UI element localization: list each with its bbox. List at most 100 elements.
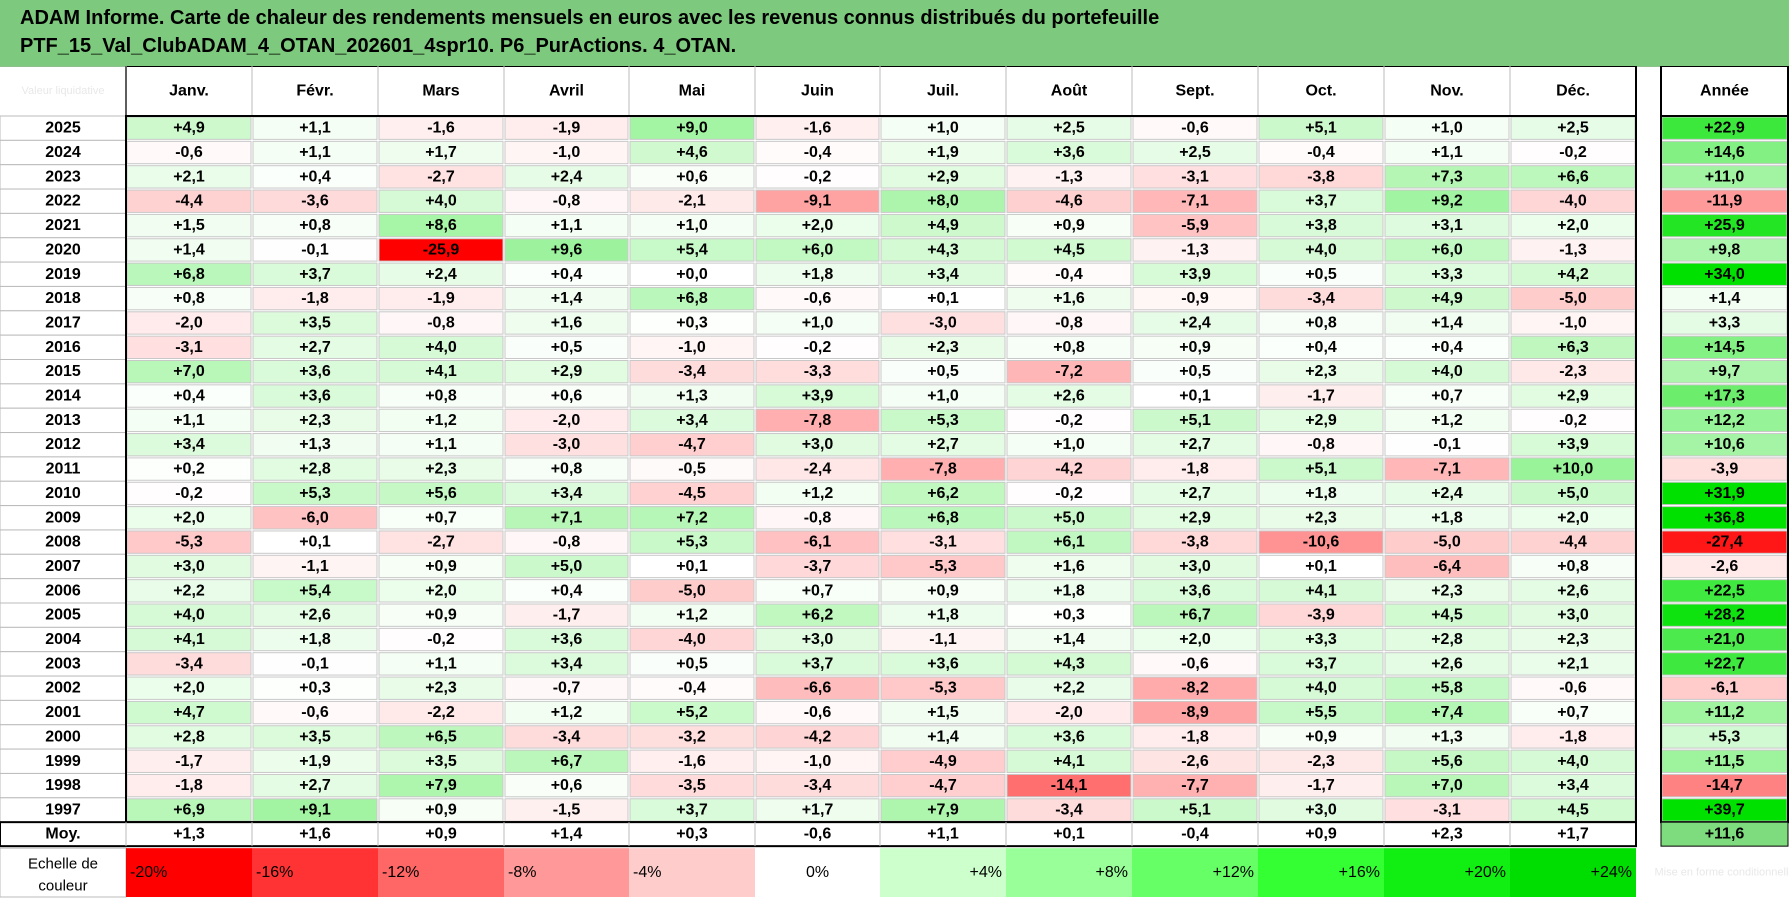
value-2005-1: +4,0 bbox=[173, 607, 205, 624]
value-2000-7: +1,4 bbox=[927, 728, 959, 745]
value-2023-5: +0,6 bbox=[676, 168, 708, 185]
heat-cell-2005-6 bbox=[755, 603, 880, 627]
value-2016-1: -3,1 bbox=[175, 339, 203, 356]
heat-cell-2013-4 bbox=[504, 408, 629, 433]
heat-cell-2015-4 bbox=[504, 360, 629, 384]
heat-cell-2002-10 bbox=[1258, 676, 1384, 700]
heat-cell-2021-4 bbox=[504, 213, 629, 238]
value-2001-6: -0,6 bbox=[804, 704, 832, 721]
value-2024-11: +1,1 bbox=[1431, 144, 1463, 161]
month-header-8: Août bbox=[1051, 83, 1088, 100]
report-title-line1: ADAM Informe. Carte de chaleur des rende… bbox=[20, 7, 1160, 29]
heat-cell-2010-2 bbox=[252, 481, 378, 506]
heat-cell-1997-11 bbox=[1384, 798, 1510, 822]
value-2016-10: +0,4 bbox=[1305, 339, 1337, 356]
value-2008-8: +6,1 bbox=[1053, 534, 1085, 551]
heat-cell-2014-6 bbox=[755, 384, 880, 408]
heat-cell-2019-11 bbox=[1384, 262, 1510, 286]
value-2016-12: +6,3 bbox=[1557, 339, 1589, 356]
color-scale-label-step-6: 0% bbox=[806, 864, 829, 881]
value-2022-2: -3,6 bbox=[301, 193, 329, 210]
heat-cell-2024-5 bbox=[629, 140, 755, 165]
value-2014-10: -1,7 bbox=[1307, 388, 1335, 405]
heat-cell-2000-9 bbox=[1132, 725, 1258, 749]
value-1997-12: +4,5 bbox=[1557, 801, 1589, 818]
heat-cell-2006-4 bbox=[504, 579, 629, 603]
value-2023-8: -1,3 bbox=[1055, 168, 1083, 185]
heat-cell-2015-6 bbox=[755, 360, 880, 384]
value-2006-6: +0,7 bbox=[802, 582, 834, 599]
heat-cell-1999-4 bbox=[504, 749, 629, 773]
value-2009-12: +2,0 bbox=[1557, 509, 1589, 526]
value-2023-9: -3,1 bbox=[1181, 168, 1209, 185]
value-2006-5: -5,0 bbox=[678, 582, 706, 599]
year-label-2012: 2012 bbox=[45, 436, 81, 453]
heat-cell-2001-2 bbox=[252, 700, 378, 725]
value-2010-8: -0,2 bbox=[1055, 485, 1083, 502]
heat-cell-2020-4 bbox=[504, 238, 629, 262]
heat-cell-1998-6 bbox=[755, 773, 880, 798]
annual-value-2006: +22,5 bbox=[1704, 582, 1745, 599]
color-scale-label-step-8: +8% bbox=[1096, 864, 1128, 881]
value-2005-2: +2,6 bbox=[299, 607, 331, 624]
heat-cell-2010-10 bbox=[1258, 481, 1384, 506]
value-2013-11: +1,2 bbox=[1431, 412, 1463, 429]
heat-cell-2014-3 bbox=[378, 384, 504, 408]
value-2023-11: +7,3 bbox=[1431, 168, 1463, 185]
year-label-2002: 2002 bbox=[45, 680, 81, 697]
value-2008-3: -2,7 bbox=[427, 534, 455, 551]
value-2023-12: +6,6 bbox=[1557, 168, 1589, 185]
heat-cell-2012-3 bbox=[378, 433, 504, 457]
heat-cell-2012-9 bbox=[1132, 433, 1258, 457]
heat-cell-2013-7 bbox=[880, 408, 1006, 433]
value-2009-3: +0,7 bbox=[425, 509, 457, 526]
value-2018-9: -0,9 bbox=[1181, 290, 1209, 307]
heat-cell-2003-10 bbox=[1258, 652, 1384, 676]
annual-value-2009: +36,8 bbox=[1704, 509, 1745, 526]
value-2016-8: +0,8 bbox=[1053, 339, 1085, 356]
year-label-2001: 2001 bbox=[45, 704, 81, 721]
heat-cell-2004-6 bbox=[755, 627, 880, 652]
heat-cell-2019-5 bbox=[629, 262, 755, 286]
heat-cell-2002-8 bbox=[1006, 676, 1132, 700]
heat-cell-2009-11 bbox=[1384, 506, 1510, 530]
value-2016-11: +0,4 bbox=[1431, 339, 1463, 356]
heat-cell-2007-10 bbox=[1258, 554, 1384, 579]
heat-cell-2000-2 bbox=[252, 725, 378, 749]
value-2018-1: +0,8 bbox=[173, 290, 205, 307]
heat-cell-2009-7 bbox=[880, 506, 1006, 530]
heat-cell-2020-8 bbox=[1006, 238, 1132, 262]
heat-cell-2022-6 bbox=[755, 189, 880, 213]
value-1998-9: -7,7 bbox=[1181, 777, 1209, 794]
months-header bbox=[125, 66, 1637, 117]
heat-cell-2018-9 bbox=[1132, 286, 1258, 311]
value-2020-12: -1,3 bbox=[1559, 241, 1587, 258]
value-2022-1: -4,4 bbox=[175, 193, 203, 210]
average-annual-cell bbox=[1660, 821, 1789, 847]
heat-cell-2010-3 bbox=[378, 481, 504, 506]
heat-cell-2022-7 bbox=[880, 189, 1006, 213]
heat-cell-2005-10 bbox=[1258, 603, 1384, 627]
value-2007-8: +1,6 bbox=[1053, 558, 1085, 575]
value-2001-11: +7,4 bbox=[1431, 704, 1463, 721]
value-2009-10: +2,3 bbox=[1305, 509, 1337, 526]
heat-cell-2003-11 bbox=[1384, 652, 1510, 676]
value-2016-6: -0,2 bbox=[804, 339, 832, 356]
average-value-6: -0,6 bbox=[804, 826, 832, 843]
value-2023-4: +2,4 bbox=[551, 168, 583, 185]
value-2020-8: +4,5 bbox=[1053, 241, 1085, 258]
heat-cell-2008-6 bbox=[755, 530, 880, 554]
year-cell bbox=[0, 212, 127, 239]
heat-cell-2017-5 bbox=[629, 311, 755, 335]
heat-cell-1997-6 bbox=[755, 798, 880, 822]
heat-cell-2005-2 bbox=[252, 603, 378, 627]
color-scale-label-step-1: -20% bbox=[130, 864, 167, 881]
value-2021-10: +3,8 bbox=[1305, 217, 1337, 234]
value-2023-7: +2,9 bbox=[927, 168, 959, 185]
heat-cell-1999-9 bbox=[1132, 749, 1258, 773]
heat-cell-2003-9 bbox=[1132, 652, 1258, 676]
heat-cell-2017-2 bbox=[252, 311, 378, 335]
value-2012-8: +1,0 bbox=[1053, 436, 1085, 453]
average-value-5: +0,3 bbox=[676, 826, 708, 843]
average-annual-value: +11,6 bbox=[1705, 826, 1745, 843]
